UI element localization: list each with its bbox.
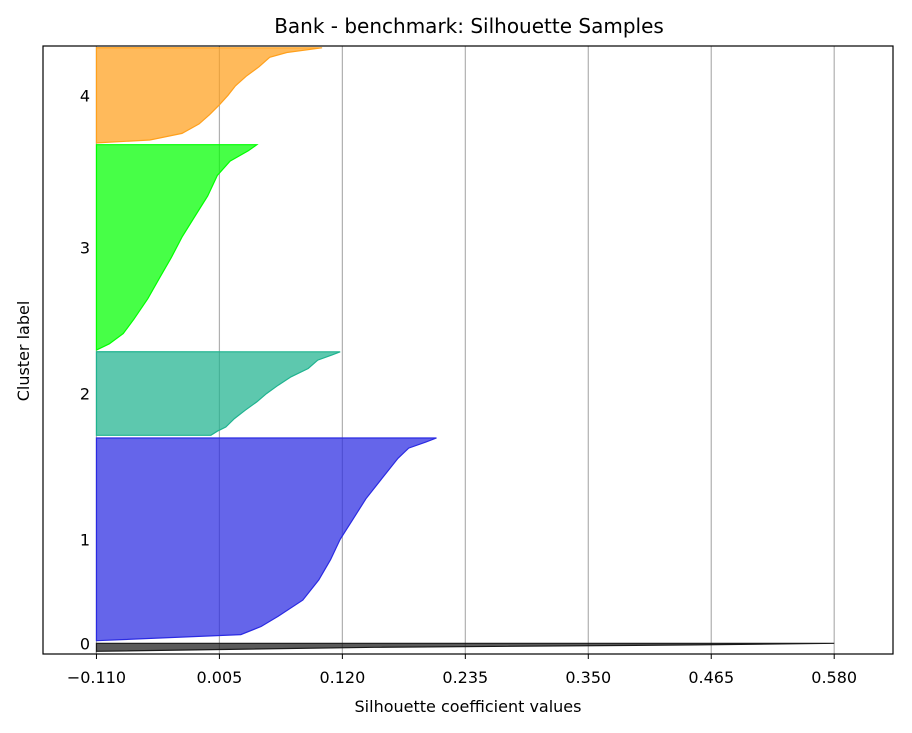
cluster-2-silhouette [95,351,341,436]
y-tick-label: 0 [80,634,90,653]
chart-title: Bank - benchmark: Silhouette Samples [274,14,664,38]
y-axis-label: Cluster label [14,301,33,402]
x-tick-label: 0.350 [565,668,611,687]
x-axis-ticks: −0.110 0.005 0.120 0.235 0.350 0.465 0.580 [67,654,857,687]
cluster-4-silhouette [95,47,323,144]
x-tick-label: 0.465 [688,668,734,687]
x-tick-label: 0.580 [811,668,857,687]
plot-frame [42,45,894,655]
x-tick-label: 0.235 [442,668,488,687]
x-tick-label: 0.120 [319,668,365,687]
y-tick-label: 1 [80,530,90,549]
y-axis-ticks: 0 1 2 3 4 [80,86,90,653]
x-axis-label: Silhouette coefficient values [355,697,582,716]
y-tick-label: 3 [80,238,90,257]
cluster-3-silhouette [95,144,259,351]
x-tick-label: 0.005 [197,668,243,687]
y-tick-label: 4 [80,86,90,105]
cluster-areas [95,47,835,653]
x-tick-label: −0.110 [67,668,126,687]
cluster-1-silhouette [95,437,437,642]
y-tick-label: 2 [80,385,90,404]
cluster-0-silhouette [95,642,835,653]
